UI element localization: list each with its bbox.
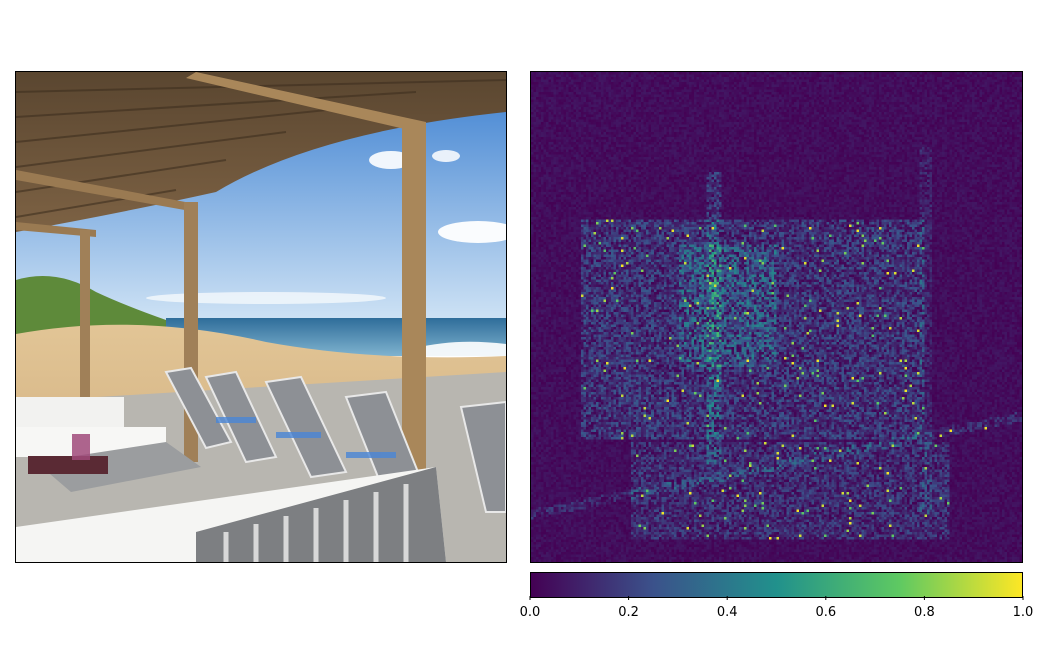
saliency-heatmap	[530, 71, 1023, 563]
heatmap-canvas	[531, 72, 1022, 562]
cloud	[432, 150, 460, 162]
beam	[16, 222, 96, 237]
beam	[16, 170, 196, 212]
beach-photo	[16, 72, 506, 562]
cloud	[438, 221, 506, 243]
colorbar	[530, 572, 1023, 598]
roof-slats	[16, 79, 506, 218]
post	[80, 230, 90, 400]
colorbar-tick-label: 0.6	[815, 605, 836, 620]
colorbar-tick-label: 0.4	[717, 605, 738, 620]
cloud	[146, 292, 386, 304]
cushions-blue	[216, 417, 396, 458]
colorbar-tick-label: 0.2	[618, 605, 639, 620]
sofa-back-left	[16, 397, 124, 429]
beam	[186, 72, 426, 134]
table-tray	[28, 456, 108, 474]
colorbar-tick-label: 1.0	[1013, 605, 1034, 620]
coffee-table	[36, 442, 201, 492]
surf	[416, 341, 506, 358]
lounge-chairs	[164, 366, 506, 513]
colorbar-tick-label: 0.0	[520, 605, 541, 620]
pitcher	[72, 434, 90, 460]
pergola-roof	[16, 72, 506, 232]
colorbar-axis: 0.0 0.2 0.4 0.6 0.8 1.0	[520, 596, 1034, 620]
colorbar-tick-label: 0.8	[914, 605, 935, 620]
photo-panel	[15, 71, 507, 563]
sofa-slats	[223, 484, 409, 562]
